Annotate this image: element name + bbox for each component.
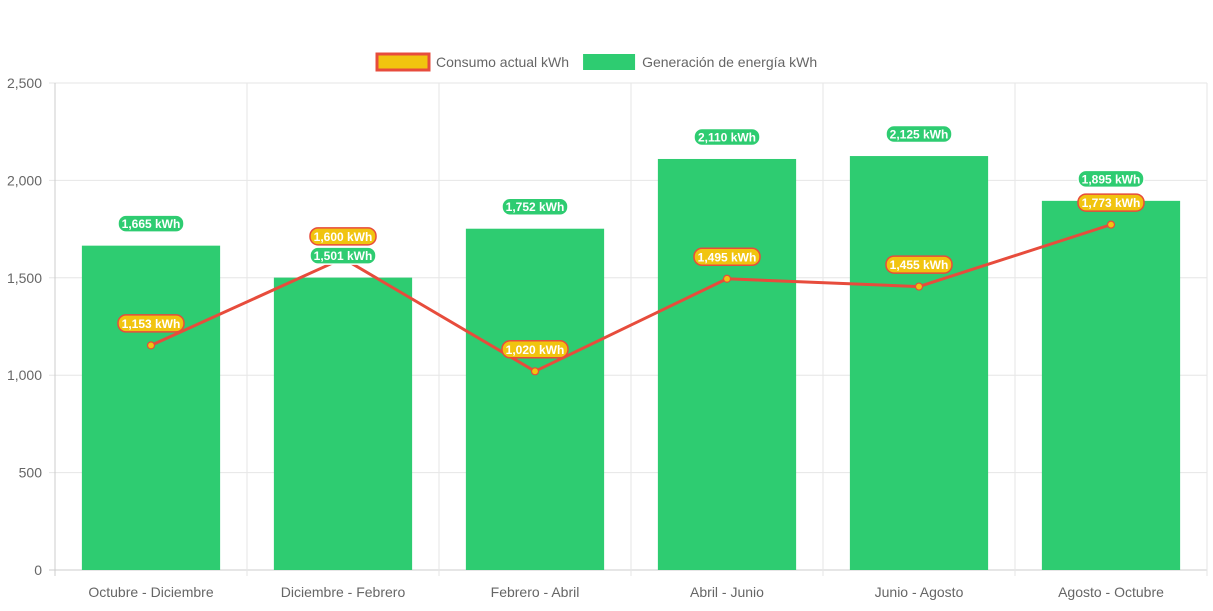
generation-bar[interactable] <box>465 228 605 571</box>
consumption-data-label-box <box>693 247 761 267</box>
generation-data-label-box <box>501 197 569 216</box>
generation-bar[interactable] <box>849 156 989 571</box>
consumption-point[interactable] <box>914 282 924 291</box>
consumption-point[interactable] <box>146 341 156 350</box>
x-tick-label: Agosto - Octubre <box>1058 584 1164 600</box>
consumption-point[interactable] <box>722 274 732 283</box>
y-tick-label: 2,500 <box>7 75 42 91</box>
generation-data-label: 2,110 kWh <box>698 130 756 144</box>
y-tick-label: 1,500 <box>7 270 42 286</box>
generation-data-label: 1,501 kWh <box>314 249 373 263</box>
consumption-data-label: 1,153 kWh <box>122 317 181 331</box>
y-tick-label: 500 <box>19 465 43 481</box>
generation-data-label-box <box>693 127 761 147</box>
y-tick-label: 0 <box>34 562 42 578</box>
consumption-data-label: 1,773 kWh <box>1082 196 1141 210</box>
consumption-data-label-box <box>309 227 377 246</box>
legend-swatch-generation[interactable] <box>583 54 636 70</box>
consumption-data-label: 1,020 kWh <box>506 343 565 357</box>
consumption-data-label: 1,600 kWh <box>314 230 373 244</box>
generation-data-label: 1,895 kWh <box>1082 172 1141 186</box>
legend-label-generation[interactable]: Generación de energía kWh <box>642 54 817 70</box>
x-tick-label: Abril - Junio <box>690 584 764 600</box>
generation-data-label: 2,125 kWh <box>890 128 949 142</box>
y-tick-label: 1,000 <box>7 367 42 383</box>
consumption-data-label-box <box>1077 193 1145 212</box>
legend-label-consumption[interactable]: Consumo actual kWh <box>436 54 569 70</box>
generation-bar[interactable] <box>81 245 221 570</box>
consumption-point[interactable] <box>530 367 540 376</box>
generation-data-label-box <box>1077 169 1145 189</box>
x-tick-label: Octubre - Diciembre <box>88 584 213 600</box>
generation-bar[interactable] <box>273 277 413 570</box>
generation-data-label: 1,752 kWh <box>506 200 565 214</box>
y-tick-label: 2,000 <box>7 172 42 188</box>
consumption-data-label-box <box>117 314 185 333</box>
legend-swatch-consumption[interactable] <box>375 52 431 72</box>
generation-data-label-box <box>885 124 953 144</box>
generation-data-label-box <box>309 246 377 265</box>
consumption-data-label-box <box>885 255 953 274</box>
x-tick-label: Febrero - Abril <box>491 584 580 600</box>
x-tick-label: Diciembre - Febrero <box>281 584 406 600</box>
consumption-data-label: 1,455 kWh <box>890 258 949 272</box>
consumption-point[interactable] <box>1106 220 1116 229</box>
consumption-data-label: 1,495 kWh <box>698 250 757 264</box>
consumption-line <box>150 223 1112 373</box>
generation-data-label: 1,665 kWh <box>122 217 181 231</box>
generation-bar[interactable] <box>1041 200 1181 570</box>
x-tick-label: Junio - Agosto <box>875 584 964 600</box>
generation-data-label-box <box>117 214 185 233</box>
generation-bar[interactable] <box>657 158 797 571</box>
consumption-data-label-box <box>501 340 569 359</box>
